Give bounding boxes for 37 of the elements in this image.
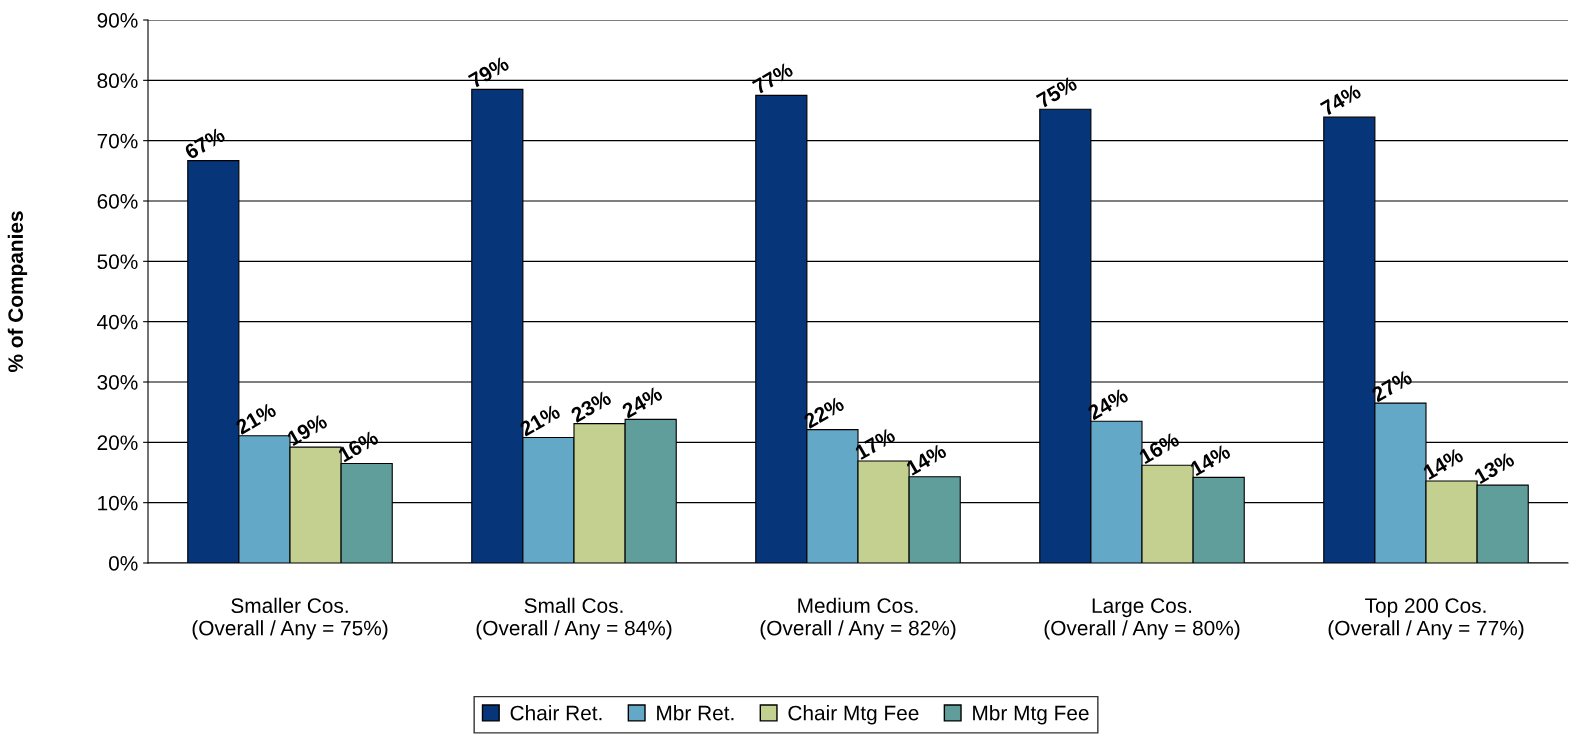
legend-label: Mbr Ret. xyxy=(657,705,734,721)
y-tick-label: 10% xyxy=(98,495,138,511)
data-label: 24% xyxy=(1086,387,1130,421)
legend-label: Chair Ret. xyxy=(510,705,602,721)
data-label: 14% xyxy=(1422,447,1465,480)
y-tick-label: 90% xyxy=(97,13,138,28)
data-label: 74% xyxy=(1319,83,1362,117)
x-tick-label: Small Cos. (Overall / Any = 84%) xyxy=(476,597,672,640)
y-tick-label: 20% xyxy=(97,435,138,451)
data-label: 24% xyxy=(620,385,664,419)
data-label: 75% xyxy=(1035,75,1078,109)
data-label: 14% xyxy=(1189,443,1232,477)
y-axis-title: % of Companies xyxy=(7,211,28,373)
data-label: 22% xyxy=(802,395,846,429)
data-label: 21% xyxy=(234,401,278,435)
x-tick-label: Top 200 Cos. (Overall / Any = 77%) xyxy=(1328,598,1524,640)
data-label: 19% xyxy=(286,413,329,447)
data-label: 17% xyxy=(854,427,897,460)
y-tick-label: 0% xyxy=(108,556,138,571)
data-label: 13% xyxy=(1473,451,1516,485)
data-label: 16% xyxy=(1138,431,1181,465)
y-tick-label: 80% xyxy=(97,73,138,89)
y-tick-label: 40% xyxy=(97,314,138,330)
data-label: 27% xyxy=(1370,369,1414,403)
data-label: 21% xyxy=(518,403,562,437)
x-tick-label: Smaller Cos. (Overall / Any = 75%) xyxy=(192,597,388,640)
data-label: 23% xyxy=(569,389,613,423)
legend-label: Chair Mtg Fee xyxy=(788,705,919,725)
data-label: 79% xyxy=(467,55,510,89)
legend-label: Mbr Mtg Fee xyxy=(973,705,1089,725)
y-tick-label: 50% xyxy=(97,254,138,270)
y-tick-label: 70% xyxy=(97,133,138,149)
y-tick-label: 30% xyxy=(97,375,138,390)
data-label: 14% xyxy=(905,443,948,476)
y-tick-label: 60% xyxy=(97,194,138,209)
x-tick-label: Large Cos. (Overall / Any = 80%) xyxy=(1044,598,1240,640)
x-tick-label: Medium Cos. (Overall / Any = 82%) xyxy=(760,597,956,640)
